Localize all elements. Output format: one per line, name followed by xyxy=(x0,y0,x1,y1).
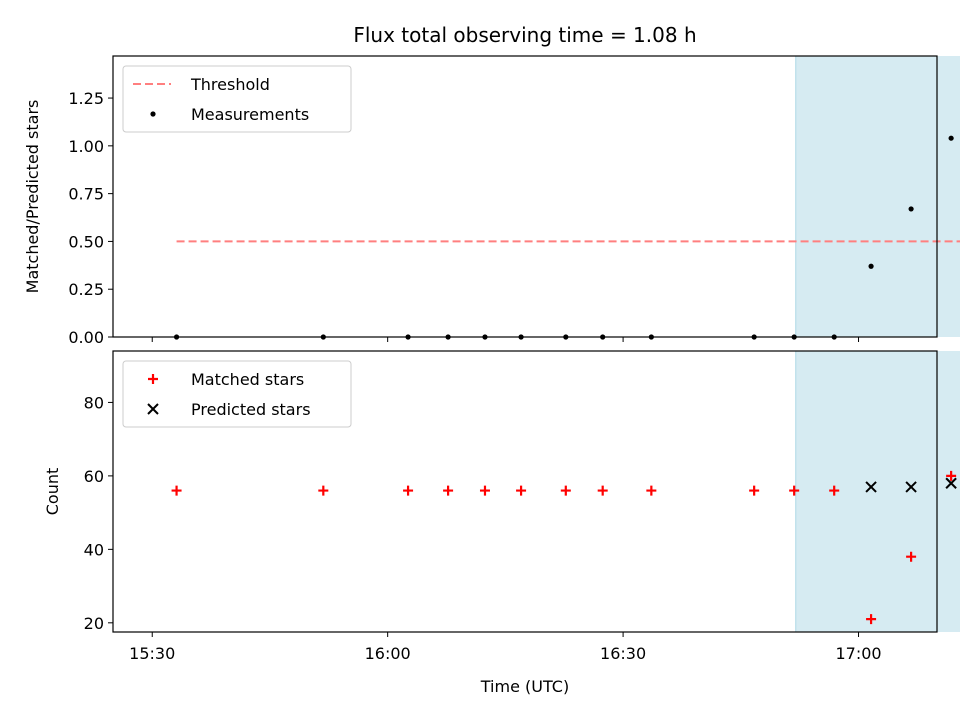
x-tick-label: 15:30 xyxy=(129,644,175,663)
panel-ratio: 0.00 0.25 0.50 0.75 1.00 1.25 Matched/Predicte… xyxy=(23,55,960,347)
data-point xyxy=(868,263,874,269)
data-point xyxy=(866,614,877,625)
data-point xyxy=(948,135,954,141)
legend-marker xyxy=(147,403,159,415)
legend-box xyxy=(122,65,352,133)
y-tick-label: 1.00 xyxy=(68,137,104,156)
data-point xyxy=(905,481,917,493)
x-tick-label: 16:30 xyxy=(600,644,646,663)
y-tick-label: 60 xyxy=(84,467,104,486)
y-tick-label: 20 xyxy=(84,614,104,633)
legend-marker xyxy=(150,111,156,117)
x-tick-label: 17:00 xyxy=(835,644,881,663)
data-point xyxy=(945,477,957,489)
y-tick-label: 40 xyxy=(84,540,104,559)
data-point xyxy=(560,485,571,496)
shaded-region xyxy=(795,56,960,337)
y-tick-label: 0.75 xyxy=(68,185,104,204)
data-point xyxy=(516,485,527,496)
data-point xyxy=(829,485,840,496)
legend-label: Threshold xyxy=(190,75,270,94)
y-tick-label: 80 xyxy=(84,393,104,412)
y-axis-label: Count xyxy=(43,468,62,516)
legend-label: Predicted stars xyxy=(191,400,311,419)
data-point xyxy=(597,485,608,496)
legend-label: Measurements xyxy=(191,105,309,124)
legend: Threshold Measurements xyxy=(122,65,352,133)
y-tick-label: 1.25 xyxy=(68,89,104,108)
plot-layer: 0.00 0.25 0.50 0.75 1.00 1.25 Matched/Predicte… xyxy=(23,55,960,663)
legend-box xyxy=(122,360,352,428)
x-tick-label: 16:00 xyxy=(365,644,411,663)
data-point xyxy=(646,485,657,496)
y-tick-label: 0.00 xyxy=(68,328,104,347)
chart-title: Flux total observing time = 1.08 h xyxy=(353,23,696,47)
data-point xyxy=(865,481,877,493)
x-axis-label: Time (UTC) xyxy=(480,677,569,696)
data-point xyxy=(908,206,914,212)
plot-frame xyxy=(112,55,938,338)
data-point xyxy=(906,551,917,562)
y-tick-label: 0.25 xyxy=(68,280,104,299)
data-point xyxy=(479,485,490,496)
data-point xyxy=(403,485,414,496)
series-matched-stars xyxy=(171,470,957,625)
data-point xyxy=(318,485,329,496)
y-axis-label: Matched/Predicted stars xyxy=(23,100,42,294)
shaded-region xyxy=(795,351,960,632)
series-predicted-stars xyxy=(865,477,957,493)
data-point xyxy=(171,485,182,496)
data-point xyxy=(946,470,957,481)
data-point xyxy=(789,485,800,496)
legend-marker xyxy=(148,374,158,384)
data-point xyxy=(749,485,760,496)
panel-counts: 2040608015:3016:0016:3017:0017:3018:0018… xyxy=(43,350,960,663)
y-tick-label: 0.50 xyxy=(68,232,104,251)
data-point xyxy=(443,485,454,496)
plot-frame xyxy=(112,350,938,633)
legend: Matched stars Predicted stars xyxy=(122,360,352,428)
legend-label: Matched stars xyxy=(191,370,304,389)
